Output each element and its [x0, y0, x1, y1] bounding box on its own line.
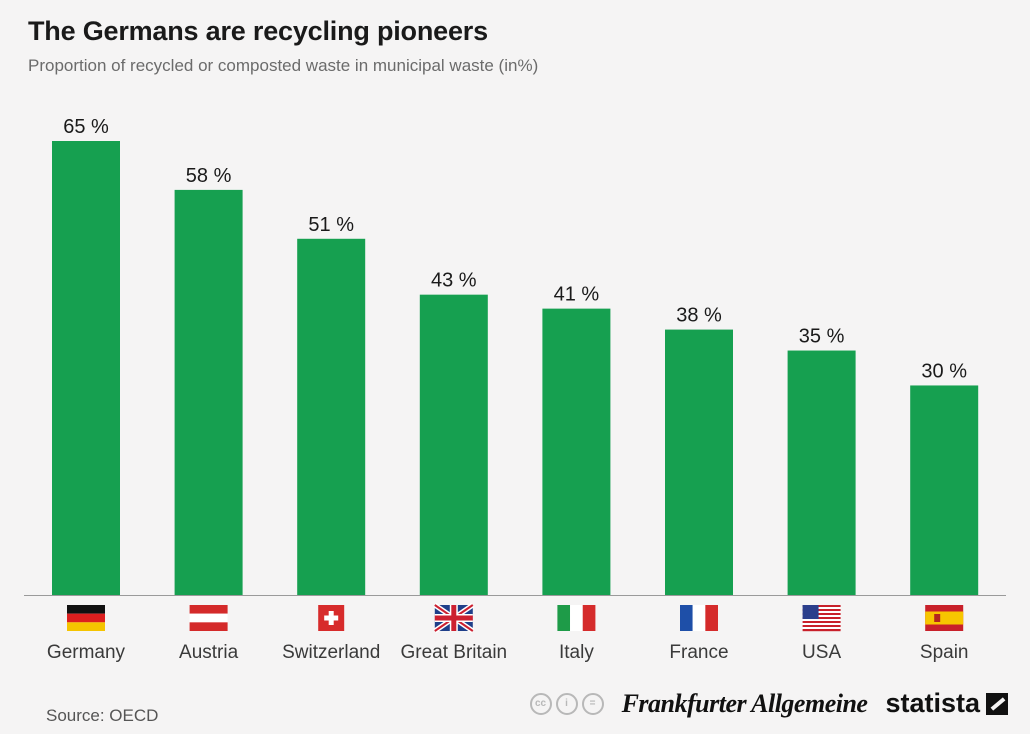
- bars-group: [52, 141, 979, 596]
- flags-group: [67, 602, 964, 634]
- value-label-switzerland: 51 %: [308, 214, 354, 236]
- nd-icon[interactable]: =: [581, 692, 604, 715]
- value-label-france: 38 %: [676, 305, 722, 327]
- category-label-austria: Austria: [179, 642, 239, 663]
- france-flag-icon: [680, 605, 718, 631]
- category-label-great-britain: Great Britain: [400, 642, 507, 663]
- newspaper-logo: Frankfurter Allgemeine: [621, 688, 868, 718]
- great-britain-flag-icon: [433, 602, 475, 634]
- category-label-germany: Germany: [47, 642, 126, 663]
- value-label-italy: 41 %: [554, 284, 600, 306]
- bar-austria: [174, 189, 243, 595]
- statista-mark-icon: [986, 692, 1008, 715]
- usa-flag-icon: [802, 605, 841, 632]
- value-label-austria: 58 %: [186, 165, 232, 187]
- statista-logo[interactable]: statista: [885, 688, 1008, 719]
- value-label-spain: 30 %: [921, 360, 967, 382]
- value-label-great-britain: 43 %: [431, 270, 477, 292]
- source-note: Source: OECD: [46, 706, 159, 725]
- by-icon[interactable]: i: [555, 692, 578, 715]
- labels-group: 65 % Germany 58 % Austria 51 % Switzerland 43 …: [47, 116, 969, 663]
- germany-flag-icon: [67, 605, 105, 631]
- license-icons[interactable]: cc i =: [529, 692, 604, 715]
- value-label-usa: 35 %: [799, 326, 845, 348]
- cc-icon[interactable]: cc: [529, 692, 552, 715]
- category-label-spain: Spain: [920, 642, 969, 663]
- bar-switzerland: [297, 238, 366, 596]
- italy-flag-icon: [557, 605, 596, 631]
- footer-branding: cc i = Frankfurter Allgemeine statista: [529, 688, 1008, 719]
- statista-wordmark: statista: [885, 688, 980, 718]
- chart-title: The Germans are recycling pioneers: [28, 16, 488, 46]
- bar-france: [665, 329, 733, 595]
- bar-spain: [910, 385, 979, 595]
- bar-italy: [542, 308, 611, 595]
- spain-flag-icon: [925, 605, 964, 631]
- bar-great-britain: [419, 294, 488, 595]
- category-label-italy: Italy: [559, 642, 594, 663]
- value-label-germany: 65 %: [63, 116, 109, 138]
- category-label-usa: USA: [802, 642, 841, 663]
- category-label-switzerland: Switzerland: [282, 642, 380, 663]
- bar-germany: [52, 141, 120, 595]
- austria-flag-icon: [189, 605, 228, 631]
- chart-subtitle: Proportion of recycled or composted wast…: [28, 56, 539, 75]
- switzerland-flag-icon: [318, 605, 345, 631]
- bar-usa: [787, 350, 856, 595]
- category-label-france: France: [669, 642, 728, 663]
